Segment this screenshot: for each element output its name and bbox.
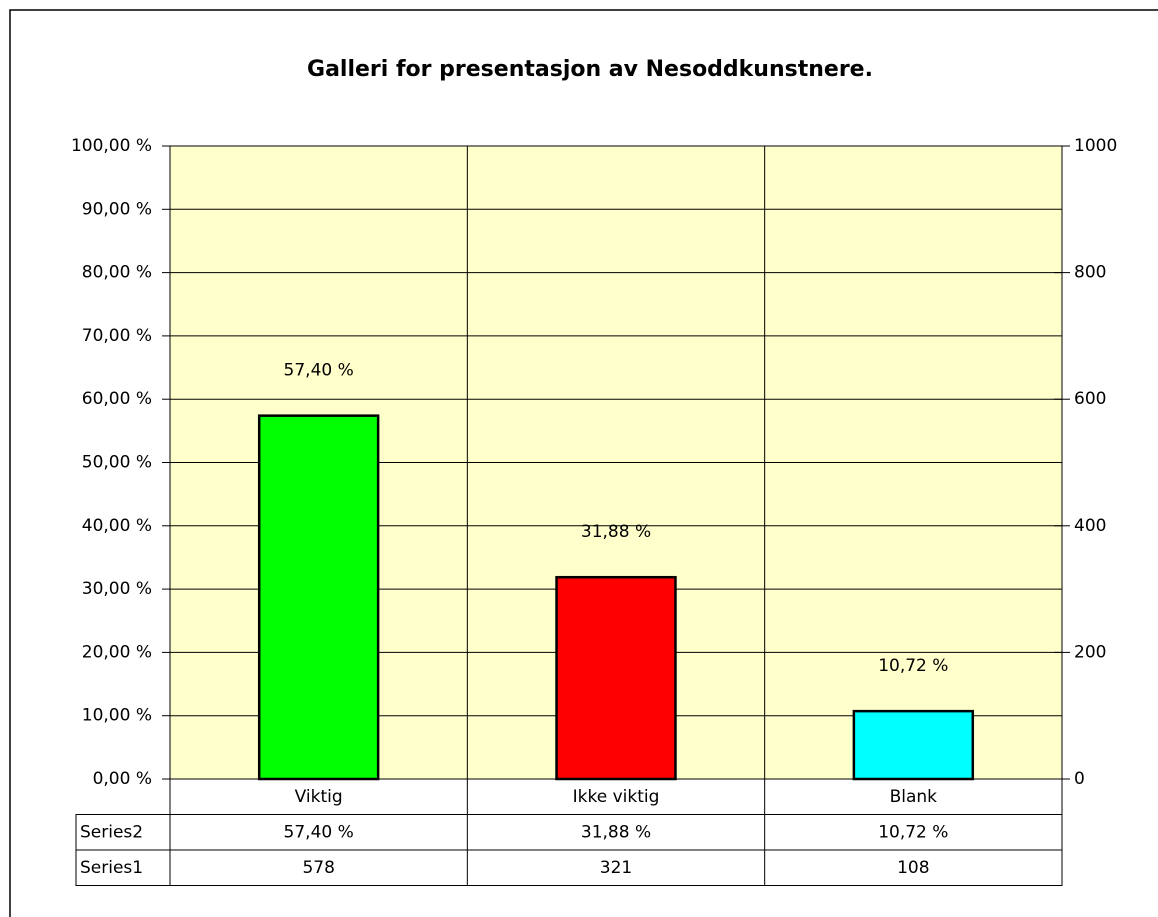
table-cell: 321 [600,858,632,878]
x-tick-label: Ikke viktig [573,787,660,807]
y-tick-label: 20,00 % [82,642,152,662]
y-tick-label: 60,00 % [82,389,152,409]
y-tick-label: 0,00 % [93,769,152,789]
data-label: 57,40 % [284,361,354,381]
table-row [75,849,1063,886]
y-tick-label: 30,00 % [82,579,152,599]
table-cell: 578 [302,858,334,878]
table-cell: 108 [897,858,929,878]
y-tick-label: 10,00 % [82,706,152,726]
chart-title: Galleri for presentasjon av Nesoddkunstn… [307,57,873,82]
y-tick-label: 50,00 % [82,453,152,473]
bar [852,709,975,781]
y2-tick-label: 400 [1074,516,1106,536]
y2-tick-label: 0 [1074,769,1085,789]
y2-tick-label: 600 [1074,389,1106,409]
y2-tick-label: 1000 [1074,136,1117,156]
y2-tick-label: 200 [1074,642,1106,662]
legend-entry: Series1 [80,858,143,878]
table-cell: 31,88 % [581,822,651,842]
table-cell: 57,40 % [284,822,354,842]
y-tick-label: 70,00 % [82,326,152,346]
bar [555,575,677,781]
bar [257,414,380,781]
legend-entry: Series2 [80,822,143,842]
y-tick-label: 90,00 % [82,199,152,219]
data-label: 31,88 % [581,522,651,542]
x-tick-label: Viktig [295,787,343,807]
y2-tick-label: 800 [1074,263,1106,283]
table-cell: 10,72 % [878,822,948,842]
y-tick-label: 100,00 % [71,136,152,156]
x-tick-label: Blank [890,787,938,807]
data-label: 10,72 % [878,656,948,676]
y-tick-label: 80,00 % [82,263,152,283]
y-tick-label: 40,00 % [82,516,152,536]
